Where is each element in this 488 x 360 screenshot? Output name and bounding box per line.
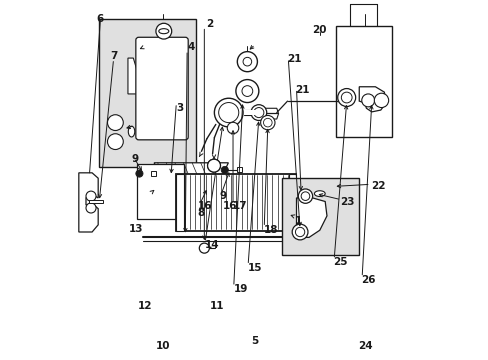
Text: 25: 25 [333,257,347,267]
Text: 1: 1 [294,216,301,226]
Bar [151,171,156,176]
Text: 23: 23 [340,197,354,207]
Circle shape [260,116,274,130]
Polygon shape [296,184,316,204]
Text: 15: 15 [247,263,262,273]
Ellipse shape [314,191,325,197]
Circle shape [295,227,304,237]
Text: 7: 7 [110,51,117,61]
Text: 13: 13 [129,225,143,234]
Text: 22: 22 [370,181,385,192]
Circle shape [250,105,266,121]
Circle shape [107,134,123,149]
Circle shape [207,159,220,172]
Circle shape [86,203,96,213]
Circle shape [337,89,355,107]
Circle shape [235,80,258,103]
Circle shape [292,224,307,240]
Ellipse shape [159,29,168,34]
Circle shape [207,159,220,172]
Polygon shape [296,198,326,237]
Text: 17: 17 [233,201,247,211]
Text: 26: 26 [360,275,375,285]
Circle shape [263,118,271,127]
Circle shape [221,166,228,174]
Circle shape [199,243,209,253]
Ellipse shape [128,126,135,137]
Text: 9: 9 [219,191,226,201]
Polygon shape [154,163,228,180]
Text: 21: 21 [294,85,308,95]
Circle shape [341,92,351,103]
Circle shape [214,98,243,127]
Polygon shape [79,173,98,232]
Text: 4: 4 [187,42,194,52]
Text: 20: 20 [312,25,326,35]
Text: 2: 2 [205,19,213,30]
Circle shape [243,57,251,66]
Circle shape [227,122,238,134]
Bar [176,174,184,231]
Text: 5: 5 [251,336,258,346]
Text: 16: 16 [198,201,212,211]
Text: 10: 10 [155,341,170,351]
FancyBboxPatch shape [136,37,188,140]
Polygon shape [128,58,139,94]
Circle shape [361,94,374,107]
Text: 3: 3 [176,103,183,113]
Bar [335,26,391,137]
Bar [236,167,241,172]
Wedge shape [207,166,220,172]
Text: 14: 14 [204,240,219,250]
Text: 19: 19 [233,284,247,294]
Bar [282,178,359,255]
Text: 6: 6 [97,14,104,24]
Text: 24: 24 [357,341,371,351]
Circle shape [237,51,257,72]
Text: 21: 21 [286,54,301,64]
Circle shape [242,86,252,96]
Text: 12: 12 [137,301,152,311]
Circle shape [156,23,171,39]
Circle shape [218,103,238,123]
Circle shape [136,170,142,177]
Circle shape [373,93,388,108]
Text: 18: 18 [264,225,278,235]
Bar [99,19,196,167]
Text: 9: 9 [132,154,139,164]
Text: 16: 16 [223,201,237,211]
Circle shape [86,191,96,201]
Polygon shape [203,171,217,187]
Text: 8: 8 [197,208,204,218]
Circle shape [301,192,309,201]
Text: 11: 11 [210,301,224,311]
Bar [88,201,102,203]
Polygon shape [359,87,386,112]
Bar [244,110,258,116]
Circle shape [107,115,123,131]
Bar [176,174,296,231]
Bar [137,164,183,220]
Circle shape [298,189,312,203]
Circle shape [253,108,264,118]
Polygon shape [265,108,278,119]
Bar [288,174,296,231]
